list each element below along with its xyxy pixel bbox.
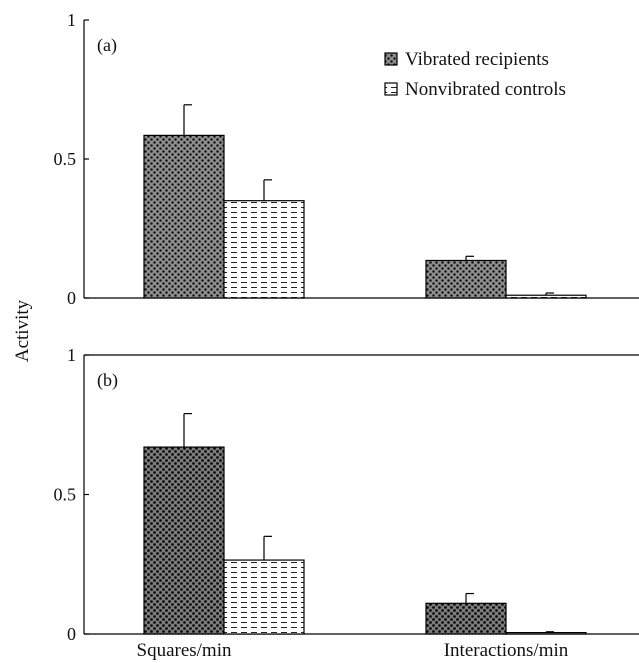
y-tick-label: 0 [67, 624, 76, 644]
y-tick-label: 0.5 [54, 149, 77, 169]
bar-control [505, 632, 587, 635]
legend-swatch-control [384, 82, 398, 96]
x-tick-label: Interactions/min [444, 640, 569, 661]
bar-vibrated [143, 446, 225, 635]
panel-label: (a) [97, 35, 117, 56]
y-tick-label: 0 [67, 288, 76, 308]
bar-vibrated [425, 259, 507, 299]
y-tick-label: 0.5 [54, 485, 77, 505]
bar-control [505, 294, 587, 299]
legend-label-control: Nonvibrated controls [405, 79, 566, 100]
bar-vibrated [143, 134, 225, 299]
y-tick-label: 1 [67, 345, 76, 365]
bar-vibrated [425, 602, 507, 635]
y-tick-label: 1 [67, 10, 76, 30]
bar-control [223, 559, 305, 635]
panel-label: (b) [97, 370, 118, 391]
bar-control [223, 200, 305, 299]
legend-label-vibrated: Vibrated recipients [405, 49, 549, 70]
y-axis-label: Activity [12, 299, 33, 362]
x-tick-label: Squares/min [137, 640, 232, 661]
legend-swatch-vibrated [384, 52, 398, 66]
